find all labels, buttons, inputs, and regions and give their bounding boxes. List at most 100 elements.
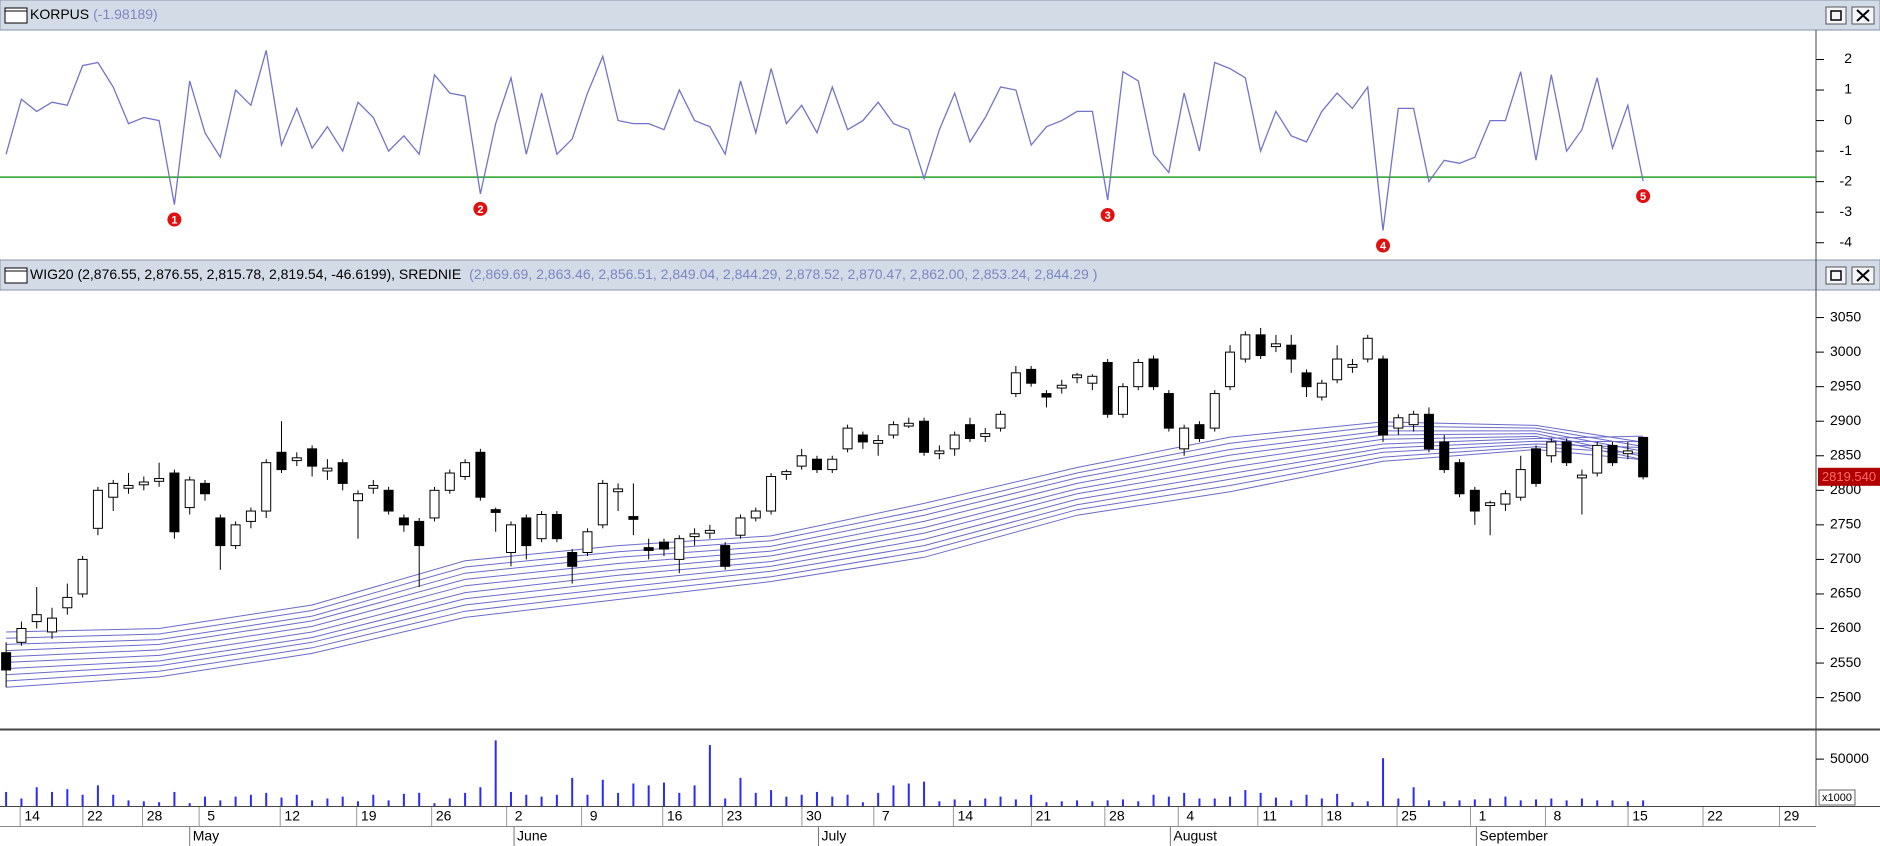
signal-marker <box>1100 207 1115 222</box>
x-tick-label: 8 <box>1554 808 1562 824</box>
volume-bar <box>1504 796 1507 806</box>
volume-bar <box>923 781 926 806</box>
volume-bar <box>448 798 451 806</box>
candle-body <box>1133 361 1144 388</box>
unit-box <box>1818 789 1856 806</box>
candle-body <box>444 472 455 491</box>
volume-bar <box>173 791 176 806</box>
volume-bar <box>158 802 161 806</box>
pane-value: (-1.98189) <box>93 6 158 22</box>
candle-body <box>1301 372 1312 388</box>
volume-bar <box>1076 800 1079 806</box>
y-tick-label: 0 <box>1844 111 1852 127</box>
volume-bar <box>494 740 497 806</box>
x-tick-label: 14 <box>24 808 40 824</box>
candle-body <box>796 455 807 467</box>
x-tick-label: 29 <box>1784 808 1800 824</box>
maximize-button[interactable] <box>1825 266 1847 285</box>
x-tick-label: 12 <box>284 808 300 824</box>
y-tick-label: 2700 <box>1830 550 1861 566</box>
x-tick-label: 5 <box>207 808 215 824</box>
candle-body <box>1225 351 1236 388</box>
y-tick-label: 2500 <box>1830 688 1861 704</box>
volume-bar <box>540 796 543 806</box>
pane-title: KORPUS <box>30 6 89 22</box>
y-tick-label: 3000 <box>1830 343 1861 359</box>
candle-body <box>1072 374 1083 379</box>
x-tick-label: 22 <box>87 808 103 824</box>
candle-body <box>1362 337 1373 360</box>
candle-body <box>949 434 960 450</box>
candle-body <box>1638 436 1649 478</box>
signal-marker <box>1376 238 1391 253</box>
candle-body <box>1531 448 1542 484</box>
candle-body <box>1454 462 1465 495</box>
volume-bar <box>51 791 54 806</box>
x-tick-label: 25 <box>1401 808 1417 824</box>
candle-body <box>567 551 578 567</box>
candle-body <box>1393 417 1404 429</box>
candle-body <box>475 451 486 498</box>
volume-bar <box>647 785 650 806</box>
y-tick-label: -1 <box>1840 142 1853 158</box>
candle-body <box>490 509 501 513</box>
volume-bar <box>1458 800 1461 806</box>
candle-body <box>704 529 715 534</box>
volume-bar <box>1045 802 1048 806</box>
candle-body <box>613 488 624 493</box>
candle-body <box>184 479 195 509</box>
month-label: May <box>193 828 219 844</box>
candle-body <box>200 482 211 495</box>
candle-body <box>1286 344 1297 360</box>
candle-body <box>414 520 425 547</box>
volume-bar <box>96 785 99 806</box>
unit-label: x1000 <box>1822 792 1852 804</box>
candle-body <box>460 462 471 477</box>
candle-body <box>1010 372 1021 395</box>
candle-body <box>1485 502 1496 507</box>
candle-body <box>337 462 348 484</box>
oscillator-line <box>5 50 1644 231</box>
title-bar <box>0 0 1880 31</box>
candle-body <box>307 448 318 467</box>
candle-body <box>888 424 899 436</box>
candle-body <box>322 467 333 472</box>
volume-bar <box>1152 794 1155 806</box>
candle-body <box>750 510 761 519</box>
volume-bar <box>1366 801 1369 806</box>
signal-label: 5 <box>1640 191 1646 203</box>
candle-body <box>1117 386 1128 415</box>
volume-bar <box>861 802 864 806</box>
volume-bar <box>433 803 436 806</box>
x-tick-label: 28 <box>1109 808 1125 824</box>
volume-bar <box>142 801 145 806</box>
volume-bar <box>418 792 421 806</box>
signal-marker <box>473 201 488 216</box>
candle-body <box>1378 358 1389 436</box>
x-tick-label: 4 <box>1186 808 1194 824</box>
candle-body <box>1347 364 1358 368</box>
candle-body <box>597 482 608 526</box>
candle-body <box>169 472 180 533</box>
volume-bar <box>586 794 589 806</box>
month-label: August <box>1173 828 1217 844</box>
volume-bar <box>249 794 252 806</box>
volume-bar <box>1060 801 1063 806</box>
candle-body <box>1592 444 1603 474</box>
candle-body <box>1056 384 1067 389</box>
volume-bar <box>81 794 84 806</box>
maximize-button[interactable] <box>1825 6 1847 25</box>
volume-bar <box>1611 800 1614 806</box>
volume-bar <box>999 796 1002 806</box>
volume-bar <box>1550 798 1553 806</box>
candle-body <box>1622 450 1633 455</box>
volume-bar <box>1473 799 1476 806</box>
volume-bar <box>877 792 880 806</box>
x-tick-label: 22 <box>1707 808 1723 824</box>
candle-body <box>521 517 532 547</box>
volume-bar <box>831 796 834 806</box>
x-tick-label: 9 <box>590 808 598 824</box>
x-tick-label: 2 <box>515 808 523 824</box>
volume-bar <box>1397 798 1400 806</box>
